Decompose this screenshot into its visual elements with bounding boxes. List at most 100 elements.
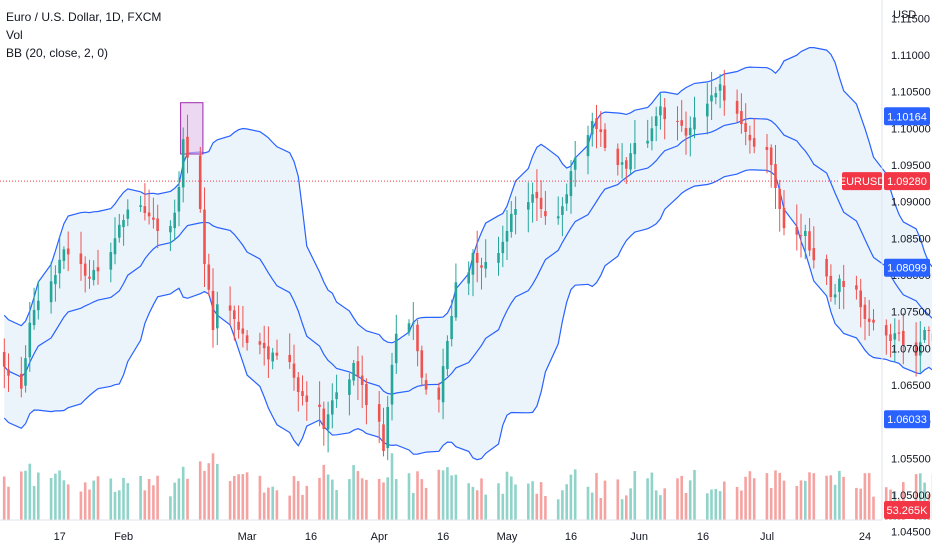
candle[interactable] xyxy=(441,348,445,420)
candle[interactable] xyxy=(32,287,36,330)
candle[interactable] xyxy=(109,242,113,283)
candle[interactable] xyxy=(416,320,419,367)
candle[interactable] xyxy=(556,196,560,225)
candle[interactable] xyxy=(207,253,211,297)
candle[interactable] xyxy=(173,199,176,241)
candle[interactable] xyxy=(412,302,415,341)
candle[interactable] xyxy=(804,224,807,260)
candle[interactable] xyxy=(646,119,649,148)
candle[interactable] xyxy=(446,335,449,376)
candle[interactable] xyxy=(625,157,628,184)
candle[interactable] xyxy=(654,106,658,142)
candle[interactable] xyxy=(122,214,125,246)
candle[interactable] xyxy=(2,338,6,389)
candle[interactable] xyxy=(914,322,918,377)
candle[interactable] xyxy=(58,236,61,289)
time-scale[interactable]: 17 Feb Mar 16 Apr 16 May 16 Jun 16 Jul 24 xyxy=(54,531,872,543)
candle[interactable] xyxy=(181,127,185,203)
candle[interactable] xyxy=(505,210,509,260)
highlight-rectangle[interactable] xyxy=(180,102,204,155)
candle[interactable] xyxy=(7,353,10,392)
candle[interactable] xyxy=(271,347,274,370)
candle[interactable] xyxy=(318,381,321,427)
candle[interactable] xyxy=(927,326,931,346)
candle[interactable] xyxy=(863,297,867,341)
candle[interactable] xyxy=(66,231,70,272)
candle[interactable] xyxy=(424,373,428,395)
candle[interactable] xyxy=(595,104,598,149)
candle[interactable] xyxy=(889,323,892,358)
candle[interactable] xyxy=(484,239,487,278)
candle[interactable] xyxy=(228,286,232,326)
candle[interactable] xyxy=(24,345,27,393)
candle[interactable] xyxy=(83,256,87,293)
candle[interactable] xyxy=(118,213,121,243)
candle[interactable] xyxy=(514,196,517,235)
candle[interactable] xyxy=(96,249,100,285)
candle[interactable] xyxy=(616,143,620,176)
candle[interactable] xyxy=(245,330,249,351)
candle[interactable] xyxy=(437,382,441,413)
candle[interactable] xyxy=(143,183,147,221)
candle[interactable] xyxy=(79,231,83,281)
candle[interactable] xyxy=(923,326,926,343)
candle[interactable] xyxy=(565,183,568,211)
candle[interactable] xyxy=(233,305,236,341)
candle[interactable] xyxy=(177,171,181,227)
candle[interactable] xyxy=(394,314,398,374)
candle[interactable] xyxy=(897,319,901,342)
candle[interactable] xyxy=(808,218,811,257)
candle[interactable] xyxy=(88,259,91,289)
candle[interactable] xyxy=(467,261,470,296)
candle[interactable] xyxy=(833,283,837,305)
candle[interactable] xyxy=(718,74,722,109)
candle[interactable] xyxy=(198,146,202,213)
candle[interactable] xyxy=(535,169,539,221)
candle[interactable] xyxy=(147,189,151,225)
candle[interactable] xyxy=(203,187,206,287)
candle[interactable] xyxy=(893,318,897,362)
candle[interactable] xyxy=(267,326,270,378)
candle[interactable] xyxy=(480,257,483,290)
candle[interactable] xyxy=(872,309,875,331)
candle[interactable] xyxy=(544,190,547,225)
candle[interactable] xyxy=(365,378,368,425)
candle[interactable] xyxy=(867,299,871,336)
candlesticks[interactable] xyxy=(2,69,932,461)
lower-band-line[interactable] xyxy=(3,169,932,461)
candle[interactable] xyxy=(454,263,458,321)
candle[interactable] xyxy=(113,217,117,265)
candle[interactable] xyxy=(241,306,245,348)
candle[interactable] xyxy=(288,333,291,369)
candle[interactable] xyxy=(586,125,590,175)
candle[interactable] xyxy=(573,141,577,187)
candle[interactable] xyxy=(377,391,381,444)
candle[interactable] xyxy=(186,114,189,174)
candle[interactable] xyxy=(812,226,816,269)
candle[interactable] xyxy=(356,346,360,400)
candle[interactable] xyxy=(829,264,833,302)
candle[interactable] xyxy=(748,125,752,154)
candle[interactable] xyxy=(275,339,279,360)
candle[interactable] xyxy=(211,268,215,348)
candle[interactable] xyxy=(28,302,32,372)
volume-indicator-label[interactable]: Vol xyxy=(6,28,23,42)
candle[interactable] xyxy=(902,313,905,365)
candle[interactable] xyxy=(54,265,57,302)
candle[interactable] xyxy=(301,375,304,406)
candle[interactable] xyxy=(842,264,845,310)
candle[interactable] xyxy=(475,230,479,283)
candle[interactable] xyxy=(688,116,692,157)
candle[interactable] xyxy=(62,246,66,270)
candle[interactable] xyxy=(663,98,666,140)
candle[interactable] xyxy=(326,401,330,453)
candle[interactable] xyxy=(599,111,603,147)
symbol-title[interactable]: Euro / U.S. Dollar, 1D, FXCM xyxy=(6,10,162,24)
candle[interactable] xyxy=(92,260,95,286)
candle[interactable] xyxy=(855,275,858,300)
candle[interactable] xyxy=(296,372,300,412)
candle[interactable] xyxy=(782,190,786,236)
candle[interactable] xyxy=(360,355,364,409)
candle[interactable] xyxy=(859,278,862,328)
